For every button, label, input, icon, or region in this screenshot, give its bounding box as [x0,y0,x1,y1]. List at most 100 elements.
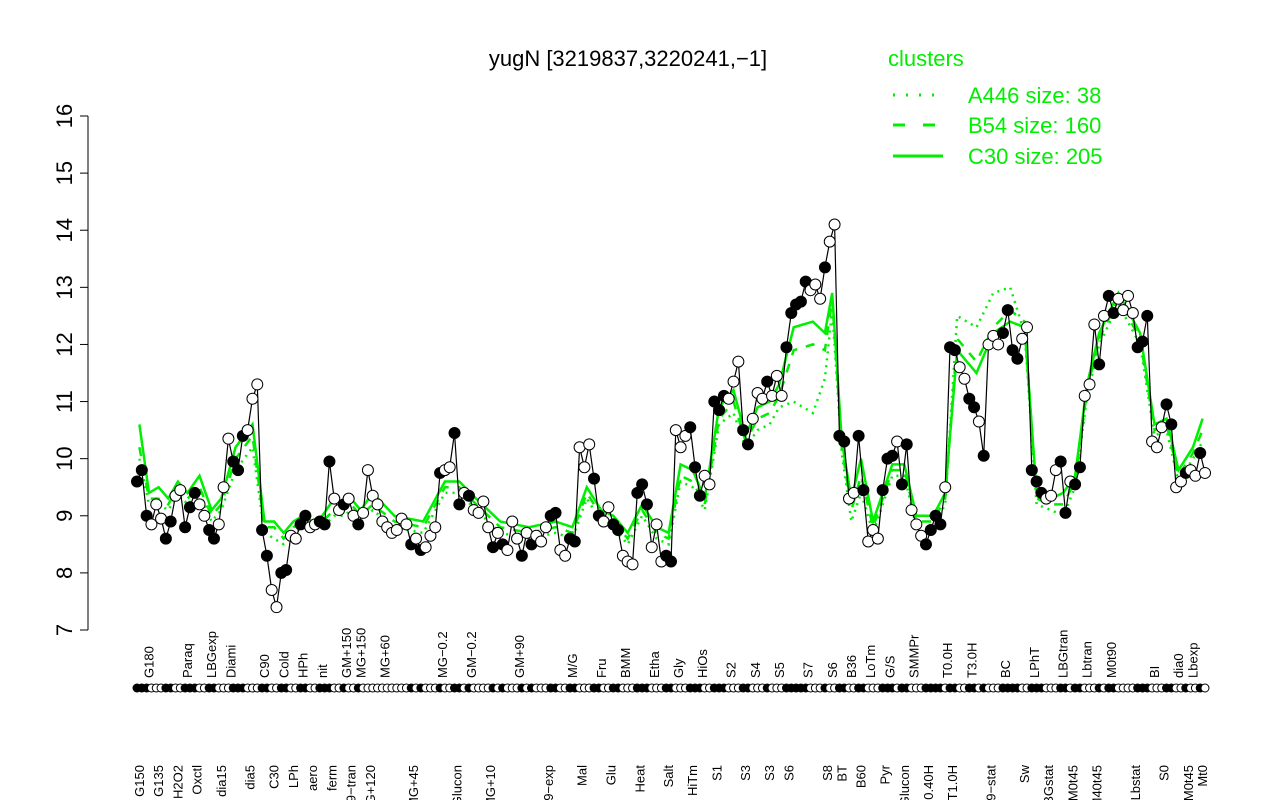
x-tick-label: aero [305,765,320,791]
data-point [501,544,514,557]
data-point [462,489,475,502]
data-point [342,492,355,505]
x-tick-label: MG+60 [377,635,392,678]
y-tick-label: 7 [52,624,77,636]
x-tick-label: T−0.40H [921,765,936,800]
data-point [919,538,932,551]
x-tick-label: M9−tran [344,765,359,800]
y-tick-label: 11 [52,390,77,413]
x-tick-label: Cold [276,651,291,678]
x-tick-label: LPh [286,765,301,788]
x-tick-label: S0 [1157,765,1172,781]
y-tick-label: 9 [52,510,77,522]
data-point [1021,321,1033,334]
data-point [400,518,413,531]
x-tick-label: T1.0H [945,765,960,800]
data-point [246,392,259,405]
y-tick-label: 12 [52,332,77,356]
data-point [939,481,952,494]
data-point [828,218,841,231]
x-tick-label: Gly [671,658,686,678]
data-point [934,518,947,531]
data-point [323,455,336,468]
data-point [318,518,331,531]
data-point [390,524,403,537]
x-tick-label: Mal [575,765,590,786]
data-point [857,484,870,497]
x-tick-label: MG+150 [353,628,368,678]
data-point [910,518,923,531]
data-point [1194,446,1207,459]
data-point [135,464,148,477]
data-point [640,498,653,511]
data-point [689,461,702,474]
data-point [328,492,341,505]
data-point [1165,418,1178,431]
x-tick-label: T3.0H [964,643,979,678]
data-point [515,549,528,562]
data-point [583,438,596,451]
x-tick-label: nit [315,664,330,678]
x-tick-label: BI [1147,666,1162,678]
data-point [260,549,273,562]
data-point [1088,318,1101,331]
x-tick-label: C30 [267,765,282,789]
data-point [299,509,312,522]
y-tick-label: 14 [52,218,77,242]
x-tick-label: Paraq [180,643,195,678]
cluster-lines [138,285,1204,547]
x-tick-label: S3 [738,765,753,781]
x-tick-label: LBGstat [1041,765,1056,800]
data-point [588,472,601,485]
data-point [703,478,716,491]
data-point [535,535,548,548]
data-point [198,509,211,522]
data-point [1069,478,1082,491]
data-point [722,392,735,405]
legend-entry-b54: B54 size: 160 [968,113,1101,138]
data-point [852,429,865,442]
x-tick-label: MG+10 [483,765,498,800]
data-point [972,415,985,428]
data-point [477,495,490,508]
x-tick-label: G180 [142,646,157,678]
x-tick-label: Lbtran [1080,641,1095,678]
data-point [992,338,1005,351]
legend-entry-c30: C30 size: 205 [968,144,1103,169]
data-point [626,558,639,571]
data-point [968,401,981,414]
data-point [1054,455,1067,468]
x-tick-label: LPhT [1027,647,1042,678]
data-point [684,421,697,434]
x-tick-label: BMM [618,648,633,678]
data-point [645,541,658,554]
data-point [539,521,552,534]
x-rug-point [1200,683,1210,693]
data-point [453,498,466,511]
x-tick-label: GM+150 [339,628,354,678]
y-tick-label: 8 [52,567,77,579]
x-tick-label: GM+90 [512,635,527,678]
data-point [472,506,485,519]
x-tick-label: MG+45 [406,765,421,800]
x-tick-label: S6 [825,662,840,678]
data-point [511,532,524,545]
x-tick-label: LoTm [863,645,878,678]
data-point [448,426,461,439]
data-point [174,484,187,497]
data-point [265,584,278,597]
x-tick-label: M9−stat [984,765,999,800]
data-point [775,389,788,402]
x-tick-label: MG−0.2 [435,631,450,678]
data-point [948,344,961,357]
data-point [443,461,456,474]
x-tick-label: dia5 [243,765,258,790]
axes: 7 8 9 10 11 12 13 14 15 16 [52,104,89,636]
data-point [429,521,442,534]
data-point [222,432,235,445]
x-tick-label: GM−0.2 [464,631,479,678]
y-tick-label: 10 [52,446,77,470]
data-point [737,424,750,437]
data-point [145,518,158,531]
x-tick-label: G135 [151,765,166,797]
